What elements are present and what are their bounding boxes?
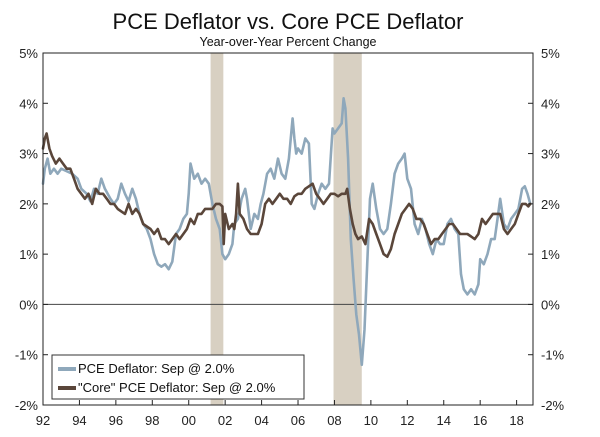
legend: PCE Deflator: Sep @ 2.0% "Core" PCE Defl… [51,354,305,400]
x-tick-label: 12 [400,413,414,428]
recession-bands [210,53,362,405]
recession-band [210,53,224,405]
series-line-core-pce [41,132,532,258]
x-tick-label: 94 [72,413,86,428]
legend-label-pce: PCE Deflator: Sep @ 2.0% [78,361,235,376]
y-tick-label-left: 3% [19,147,38,162]
y-tick-label-left: 5% [19,46,38,61]
y-tick-label-right: -2% [541,398,565,413]
y-tick-label-left: 2% [19,197,38,212]
x-tick-label: 92 [36,413,50,428]
x-tick-label: 02 [218,413,232,428]
legend-label-core-pce: "Core" PCE Deflator: Sep @ 2.0% [78,380,276,395]
y-tick-label-right: 3% [541,147,560,162]
y-tick-label-right: 0% [541,297,560,312]
x-tick-label: 18 [509,413,523,428]
chart-title: PCE Deflator vs. Core PCE Deflator [113,9,464,34]
y-tick-label-right: 2% [541,197,560,212]
y-tick-label-right: 4% [541,96,560,111]
y-tick-label-left: 4% [19,96,38,111]
series-lines [41,97,532,367]
y-tick-label-left: -1% [15,348,39,363]
series-line-pce [41,97,532,367]
x-tick-label: 98 [145,413,159,428]
axes: 5% 5%4% 4%3% 3%2% 2%1% 1%0% 0%-1% -1%-2% -2%92 94… [15,46,565,428]
plot-frame [42,52,534,406]
x-tick-label: 10 [364,413,378,428]
y-tick-label-left: 1% [19,247,38,262]
recession-band [333,53,362,405]
chart-subtitle: Year-over-Year Percent Change [200,35,377,49]
y-tick-label-right: 1% [541,247,560,262]
x-tick-label: 00 [181,413,195,428]
x-tick-label: 96 [109,413,123,428]
x-tick-label: 06 [291,413,305,428]
legend-box [51,354,305,400]
y-tick-label-left: 0% [19,297,38,312]
x-tick-label: 04 [254,413,268,428]
y-tick-label-right: 5% [541,46,560,61]
x-tick-label: 14 [437,413,451,428]
x-tick-label: 08 [327,413,341,428]
x-tick-label: 16 [473,413,487,428]
y-tick-label-right: -1% [541,348,565,363]
y-tick-label-left: -2% [15,398,39,413]
